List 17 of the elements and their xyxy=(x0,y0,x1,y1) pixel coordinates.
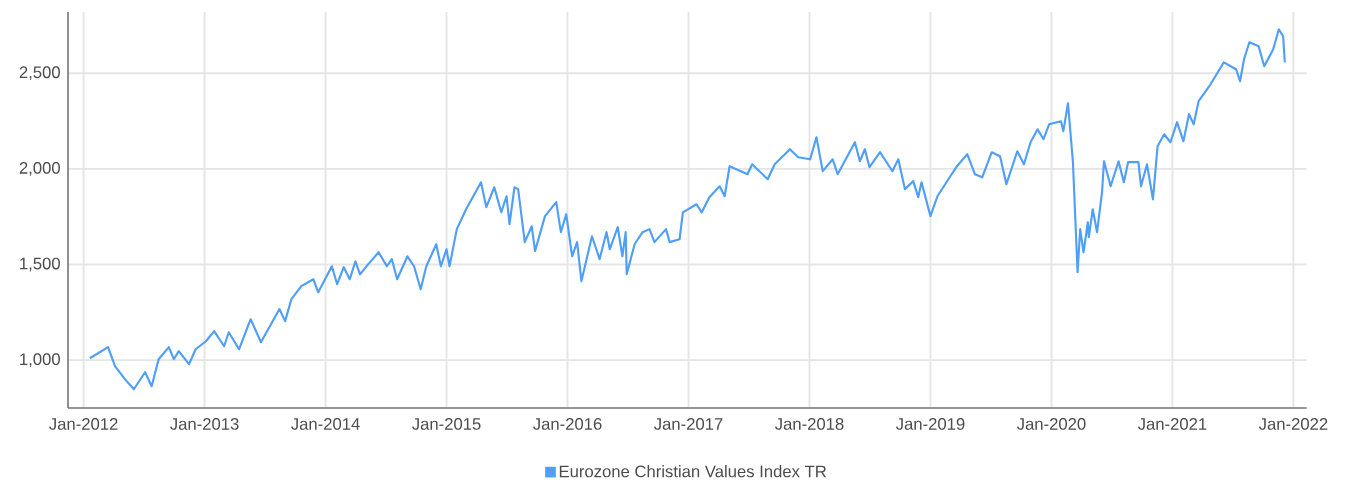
y-tick-label: 2,000 xyxy=(19,162,60,176)
x-tick-label: Jan-2014 xyxy=(291,418,360,430)
x-tick-label: Jan-2022 xyxy=(1258,418,1328,430)
x-tick-label: Jan-2013 xyxy=(170,418,239,430)
x-tick-label: Jan-2018 xyxy=(774,418,844,430)
legend-label: Eurozone Christian Values Index TR xyxy=(559,465,827,478)
x-tick-label: Jan-2016 xyxy=(533,418,602,430)
x-tick-label: Jan-2015 xyxy=(412,418,481,430)
x-tick-label: Jan-2021 xyxy=(1137,418,1207,430)
x-tick-label: Jan-2017 xyxy=(654,418,723,430)
y-tick-label: 1,000 xyxy=(20,353,60,368)
x-tick-label: Jan-2012 xyxy=(49,418,118,430)
y-tick-label: 1,500 xyxy=(20,257,60,272)
y-tick-label: 2,500 xyxy=(19,66,60,81)
x-tick-label: Jan-2019 xyxy=(895,418,965,430)
x-tick-label: Jan-2020 xyxy=(1016,418,1086,430)
line-series xyxy=(88,28,1286,391)
